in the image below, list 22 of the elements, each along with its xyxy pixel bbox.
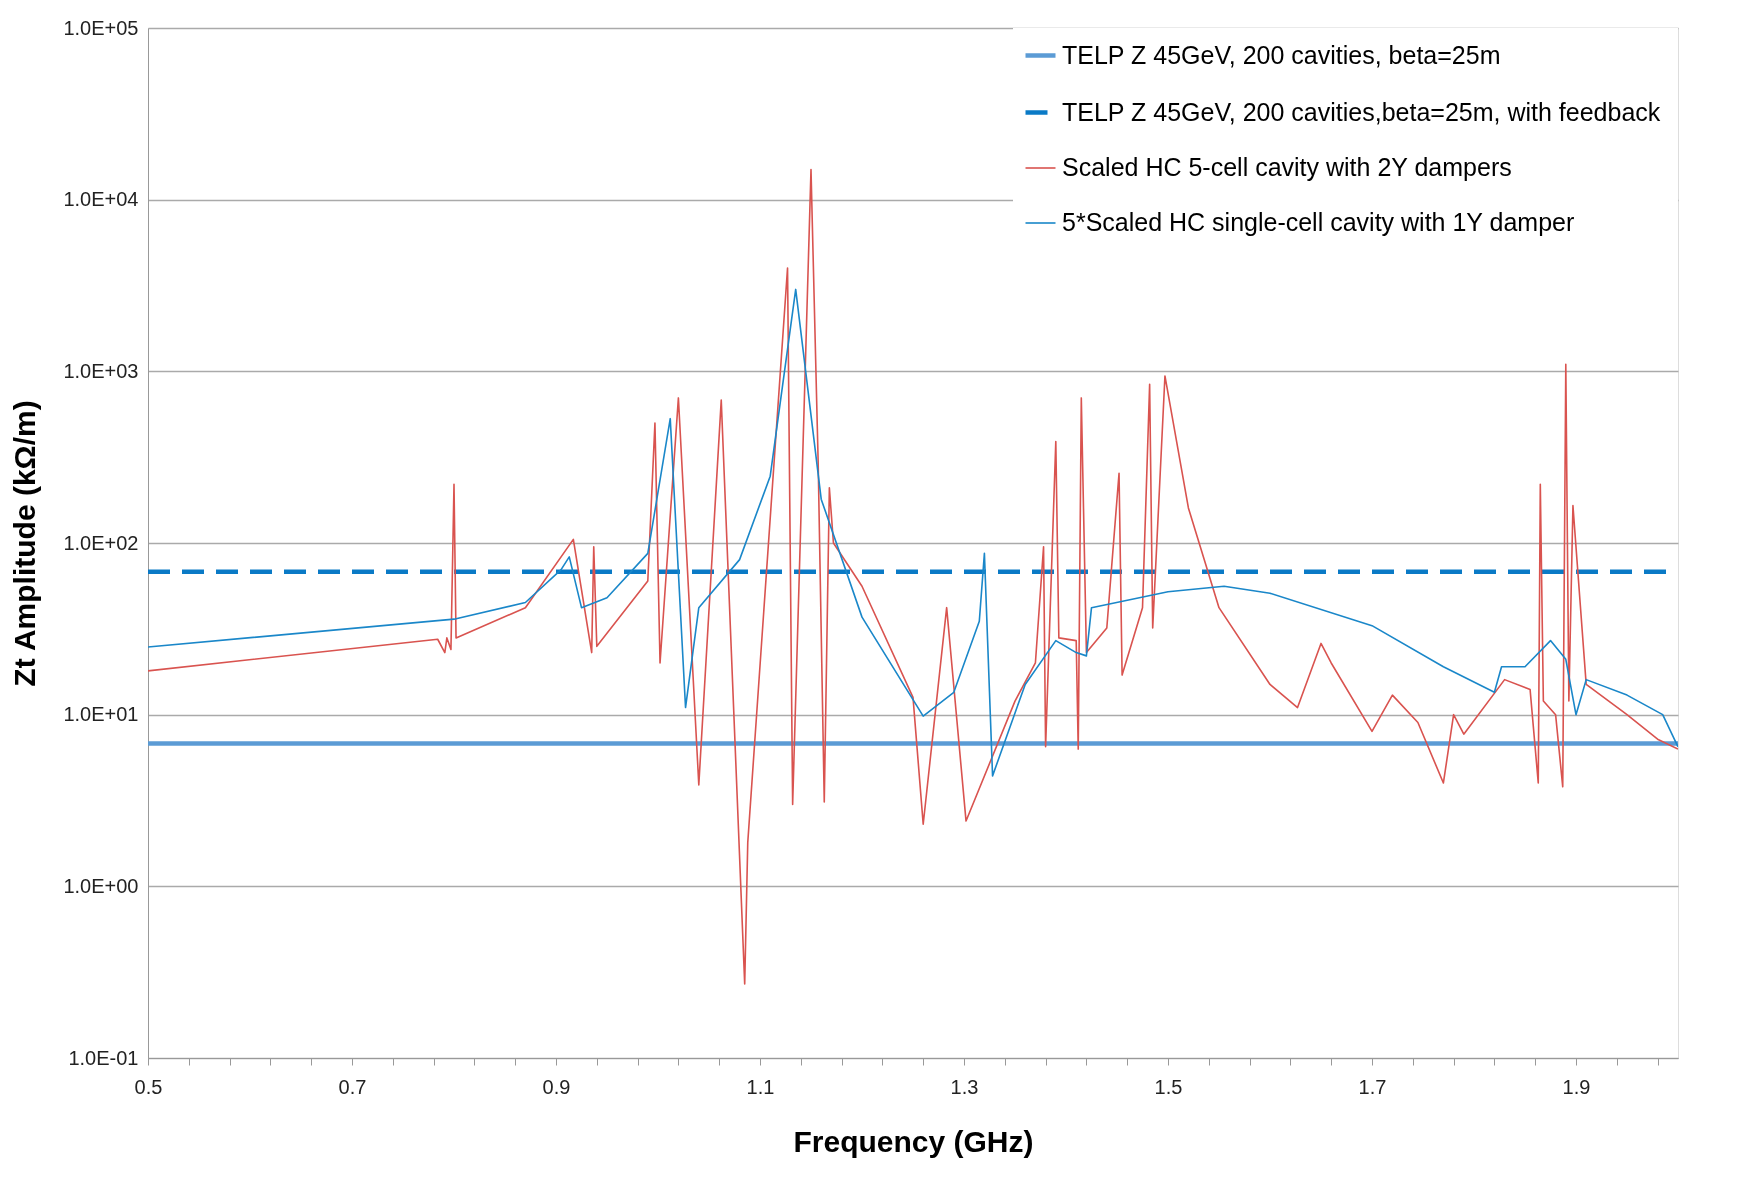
x-tick-label: 1.5 (1154, 1075, 1183, 1098)
x-tick-label: 1.7 (1358, 1075, 1387, 1098)
legend-label: 5*Scaled HC single-cell cavity with 1Y damper (1062, 208, 1575, 236)
legend-label: TELP Z 45GeV, 200 cavities, beta=25m (1062, 40, 1501, 69)
x-tick-label: 1.1 (746, 1075, 775, 1098)
x-tick-label: 1.9 (1562, 1075, 1591, 1098)
x-axis-title: Frequency (GHz) (793, 1124, 1034, 1158)
y-tick-label: 1.0E+02 (63, 531, 139, 554)
y-tick-label: 1.0E+04 (63, 188, 139, 211)
y-axis-title: Zt Amplitude (kΩ/m) (8, 400, 42, 687)
y-tick-label: 1.0E-01 (68, 1046, 139, 1069)
y-tick-label: 1.0E+03 (63, 359, 139, 382)
line-series (148, 288, 1678, 777)
legend-label: Scaled HC 5-cell cavity with 2Y dampers (1062, 153, 1512, 181)
y-tick-label: 1.0E+00 (63, 874, 139, 897)
x-tick-label: 0.5 (134, 1075, 163, 1098)
y-tick-label: 1.0E+05 (63, 16, 139, 39)
x-tick-label: 0.9 (542, 1075, 571, 1098)
x-tick-label: 0.7 (338, 1075, 367, 1098)
legend-label: TELP Z 45GeV, 200 cavities,beta=25m, with feedback (1062, 97, 1661, 126)
x-tick-label: 1.3 (950, 1075, 979, 1098)
y-tick-label: 1.0E+01 (63, 703, 139, 726)
